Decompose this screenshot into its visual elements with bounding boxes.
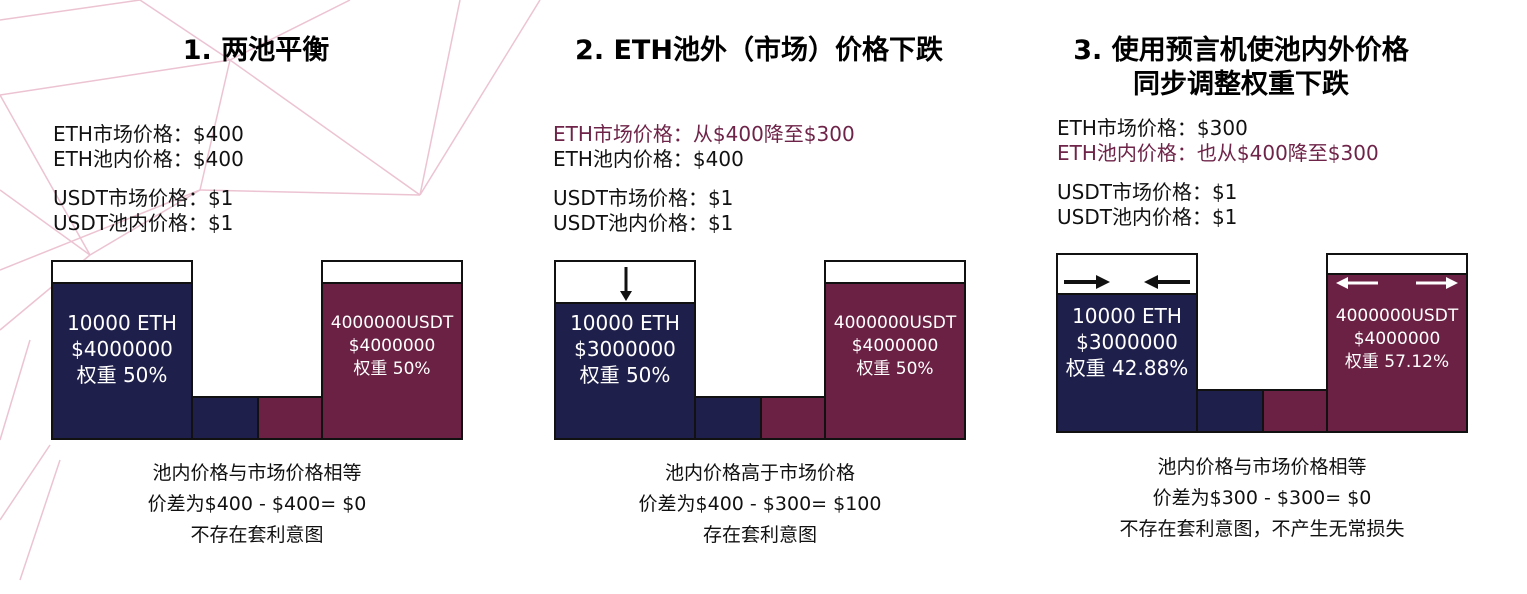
eth-pool-label: 10000 ETH $3000000 权重 42.88% xyxy=(1056,303,1198,381)
usdt-value: $4000000 xyxy=(851,336,939,356)
eth-pool-base xyxy=(191,396,259,440)
eth-amount: 10000 ETH xyxy=(1072,304,1182,328)
pool-diagram: 10000 ETH $3000000 权重 50% 4000000USDT $4… xyxy=(554,260,966,440)
eth-pool-fill xyxy=(51,282,193,440)
usdt-weight: 权重 57.12% xyxy=(1344,352,1450,372)
eth-market-price: ETH市场价格：$400 xyxy=(53,122,244,146)
panel-title: 1. 两池平衡 xyxy=(182,35,330,66)
usdt-pool-base xyxy=(257,396,325,440)
panel-title: 3. 使用预言机使池内外价格 同步调整权重下跌 xyxy=(1006,34,1476,102)
caption: 池内价格高于市场价格 价差为$400 - $300= $100 存在套利意图 xyxy=(550,458,970,551)
caption-line: 存在套利意图 xyxy=(702,524,817,546)
converging-arrows-icon xyxy=(1064,275,1190,289)
usdt-pool-price: USDT池内价格：$1 xyxy=(553,211,734,235)
eth-amount: 10000 ETH xyxy=(570,311,680,335)
pool-diagram: 10000 ETH $4000000 权重 50% 4000000USDT $4… xyxy=(51,260,463,440)
eth-pool-label: 10000 ETH $4000000 权重 50% xyxy=(51,310,193,388)
usdt-pool-price: USDT池内价格：$1 xyxy=(53,211,234,235)
usdt-amount: 4000000USDT xyxy=(330,313,454,333)
panel-oracle-weight-adjust: 3. 使用预言机使池内外价格 同步调整权重下跌 ETH市场价格：$300 ETH… xyxy=(1006,0,1486,594)
eth-pool-empty-space xyxy=(51,260,193,284)
caption-line: 价差为$400 - $400= $0 xyxy=(147,493,367,515)
caption-line: 不存在套利意图 xyxy=(190,524,324,546)
usdt-amount: 4000000USDT xyxy=(1335,306,1459,326)
eth-pool-fill xyxy=(1056,293,1198,433)
usdt-pool-label: 4000000USDT $4000000 权重 50% xyxy=(321,312,463,381)
usdt-pool-fill xyxy=(1326,273,1468,433)
usdt-market-price: USDT市场价格：$1 xyxy=(1057,180,1238,204)
eth-market-price: ETH市场价格：从$400降至$300 xyxy=(553,122,855,146)
usdt-amount: 4000000USDT xyxy=(833,313,957,333)
usdt-pool-base xyxy=(1262,389,1330,433)
down-arrow-icon xyxy=(620,267,632,301)
panel-balanced: 1. 两池平衡 ETH市场价格：$400 ETH池内价格：$400 USDT市场… xyxy=(0,0,480,594)
price-info: ETH市场价格：$300 ETH池内价格：也从$400降至$300 USDT市场… xyxy=(1057,116,1379,230)
caption-line: 价差为$400 - $300= $100 xyxy=(638,493,882,515)
caption-line: 价差为$300 - $300= $0 xyxy=(1152,487,1372,509)
eth-pool-price: ETH池内价格：$400 xyxy=(53,147,244,171)
caption-line: 池内价格与市场价格相等 xyxy=(152,462,362,484)
eth-market-price: ETH市场价格：$300 xyxy=(1057,116,1248,140)
eth-value: $3000000 xyxy=(1076,330,1178,354)
diverging-arrows-icon xyxy=(1336,277,1458,289)
eth-pool-fill xyxy=(554,302,696,440)
usdt-pool-fill xyxy=(321,282,463,440)
usdt-pool-label: 4000000USDT $4000000 权重 50% xyxy=(824,312,966,381)
eth-pool-price: ETH池内价格：$400 xyxy=(553,147,744,171)
eth-pool-base xyxy=(694,396,762,440)
eth-value: $3000000 xyxy=(574,337,676,361)
caption-line: 不存在套利意图，不产生无常损失 xyxy=(1119,518,1405,540)
usdt-pool-base xyxy=(760,396,828,440)
price-info: ETH市场价格：从$400降至$300 ETH池内价格：$400 USDT市场价… xyxy=(553,122,855,236)
caption: 池内价格与市场价格相等 价差为$400 - $400= $0 不存在套利意图 xyxy=(47,458,467,551)
panel-title: 2. ETH池外（市场）价格下跌 xyxy=(575,35,943,66)
usdt-market-price: USDT市场价格：$1 xyxy=(553,186,734,210)
usdt-weight: 权重 50% xyxy=(856,359,934,379)
usdt-pool-label: 4000000USDT $4000000 权重 57.12% xyxy=(1326,305,1468,374)
eth-weight: 权重 50% xyxy=(76,363,168,387)
eth-amount: 10000 ETH xyxy=(67,311,177,335)
eth-value: $4000000 xyxy=(71,337,173,361)
usdt-pool-price: USDT池内价格：$1 xyxy=(1057,205,1238,229)
eth-pool-base xyxy=(1196,389,1264,433)
eth-pool-label: 10000 ETH $3000000 权重 50% xyxy=(554,310,696,388)
usdt-pool-empty-space xyxy=(1326,253,1468,275)
caption-line: 池内价格与市场价格相等 xyxy=(1157,456,1367,478)
eth-weight: 权重 42.88% xyxy=(1065,356,1189,380)
usdt-weight: 权重 50% xyxy=(353,359,431,379)
title-line: 同步调整权重下跌 xyxy=(1133,69,1349,100)
usdt-market-price: USDT市场价格：$1 xyxy=(53,186,234,210)
panel-eth-market-drop: 2. ETH池外（市场）价格下跌 ETH市场价格：从$400降至$300 ETH… xyxy=(503,0,983,594)
title-line: 3. 使用预言机使池内外价格 xyxy=(1073,35,1409,66)
usdt-pool-empty-space xyxy=(321,260,463,284)
eth-weight: 权重 50% xyxy=(579,363,671,387)
usdt-value: $4000000 xyxy=(348,336,436,356)
usdt-pool-empty-space xyxy=(824,260,966,284)
usdt-pool-fill xyxy=(824,282,966,440)
caption: 池内价格与市场价格相等 价差为$300 - $300= $0 不存在套利意图，不… xyxy=(1052,452,1472,545)
usdt-value: $4000000 xyxy=(1353,329,1441,349)
pool-diagram: 10000 ETH $3000000 权重 42.88% 4000000USDT… xyxy=(1056,253,1468,433)
caption-line: 池内价格高于市场价格 xyxy=(664,462,855,484)
price-info: ETH市场价格：$400 ETH池内价格：$400 USDT市场价格：$1 US… xyxy=(53,122,244,236)
eth-pool-price: ETH池内价格：也从$400降至$300 xyxy=(1057,141,1379,165)
